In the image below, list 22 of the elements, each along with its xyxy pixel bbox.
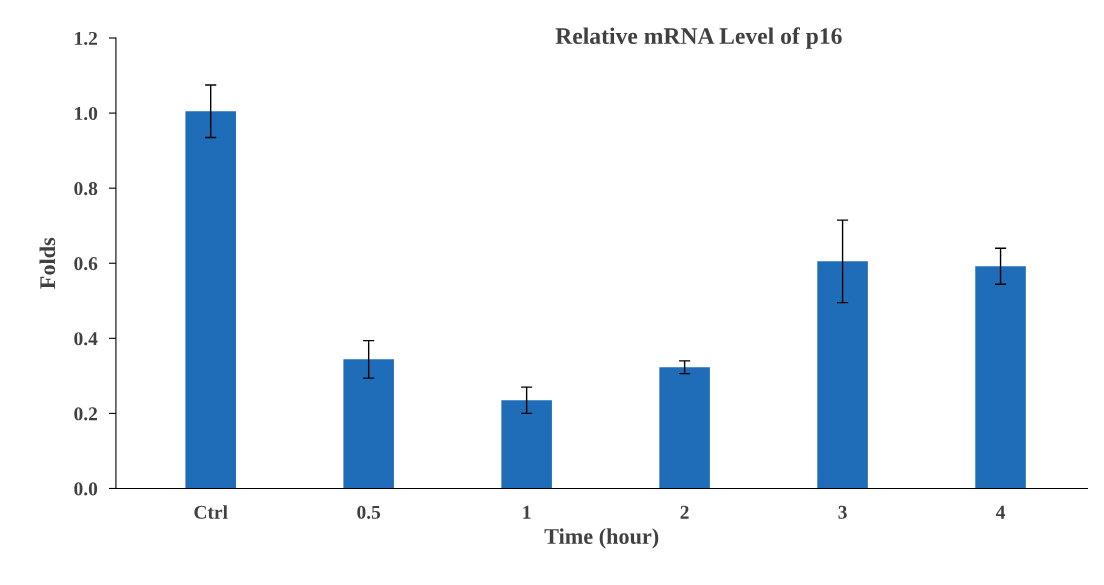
x-axis-title: Time (hour): [544, 528, 659, 549]
y-tick-label: 0.8: [74, 181, 98, 196]
bar: [659, 367, 710, 489]
y-tick-label: 0.6: [74, 257, 98, 271]
x-tick-label: 4: [995, 505, 1006, 519]
text: 0.0: [74, 482, 98, 496]
x-tick-label: 0.5: [357, 505, 381, 519]
text: 1.0: [75, 106, 98, 121]
y-tick-label: 0.4: [74, 332, 98, 346]
y-tick-label: 1.2: [75, 31, 98, 46]
x-tick-label: 1: [523, 505, 531, 519]
bar: [975, 266, 1026, 489]
y-tick-label: 0.2: [74, 407, 98, 421]
x-tick-label: Ctrl: [194, 505, 228, 519]
bar: [343, 359, 394, 489]
bar: [185, 111, 236, 489]
chart-title: Relative mRNA Level of p16: [555, 27, 842, 49]
x-tick-label: 3: [838, 505, 847, 519]
bar: [817, 261, 868, 489]
bar: [501, 400, 552, 489]
y-axis-title: Folds: [39, 237, 56, 289]
x-tick-label: 2: [680, 505, 689, 519]
